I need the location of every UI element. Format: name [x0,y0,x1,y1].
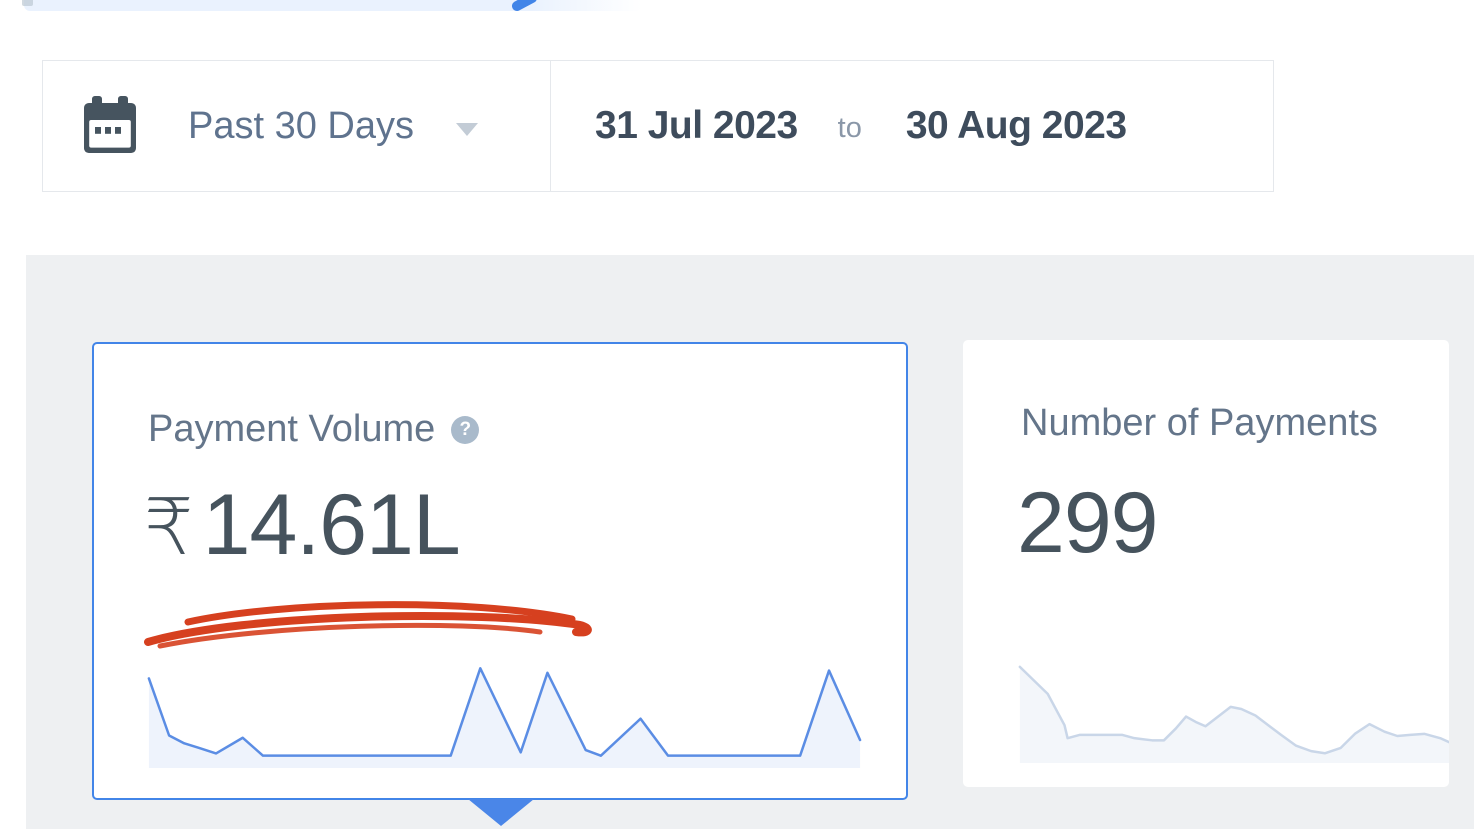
metric-card-number-of-payments[interactable]: Number of Payments 299 [963,340,1449,787]
date-preset-dropdown[interactable]: Past 30 Days [43,61,551,191]
selected-card-pointer [468,799,534,826]
number-of-payments-amount: 299 [1017,475,1158,571]
calendar-icon [84,96,136,156]
payment-volume-amount: 14.61L [202,477,461,573]
date-range-values: 31 Jul 2023 to 30 Aug 2023 [551,61,1273,191]
metric-card-payment-volume[interactable]: Payment Volume ? ₹14.61L [92,342,908,800]
payment-volume-sparkline [146,656,868,768]
date-range-filter: Past 30 Days 31 Jul 2023 to 30 Aug 2023 [42,60,1274,192]
payment-volume-label: Payment Volume [148,408,436,450]
number-of-payments-value: 299 [1017,480,1158,566]
top-title-cursor-fragment [22,0,33,6]
date-preset-label: Past 30 Days [188,104,414,147]
top-title-highlight-band [24,0,642,11]
to-date[interactable]: 30 Aug 2023 [905,104,1127,147]
chevron-down-icon [456,122,478,136]
payment-volume-value: ₹14.61L [144,482,461,571]
number-of-payments-sparkline [1015,655,1449,763]
date-separator: to [837,111,862,144]
rupee-symbol: ₹ [144,483,194,571]
number-of-payments-label: Number of Payments [1021,402,1378,444]
from-date[interactable]: 31 Jul 2023 [595,104,798,147]
help-icon[interactable]: ? [451,415,480,444]
red-circle-annotation [144,601,592,649]
